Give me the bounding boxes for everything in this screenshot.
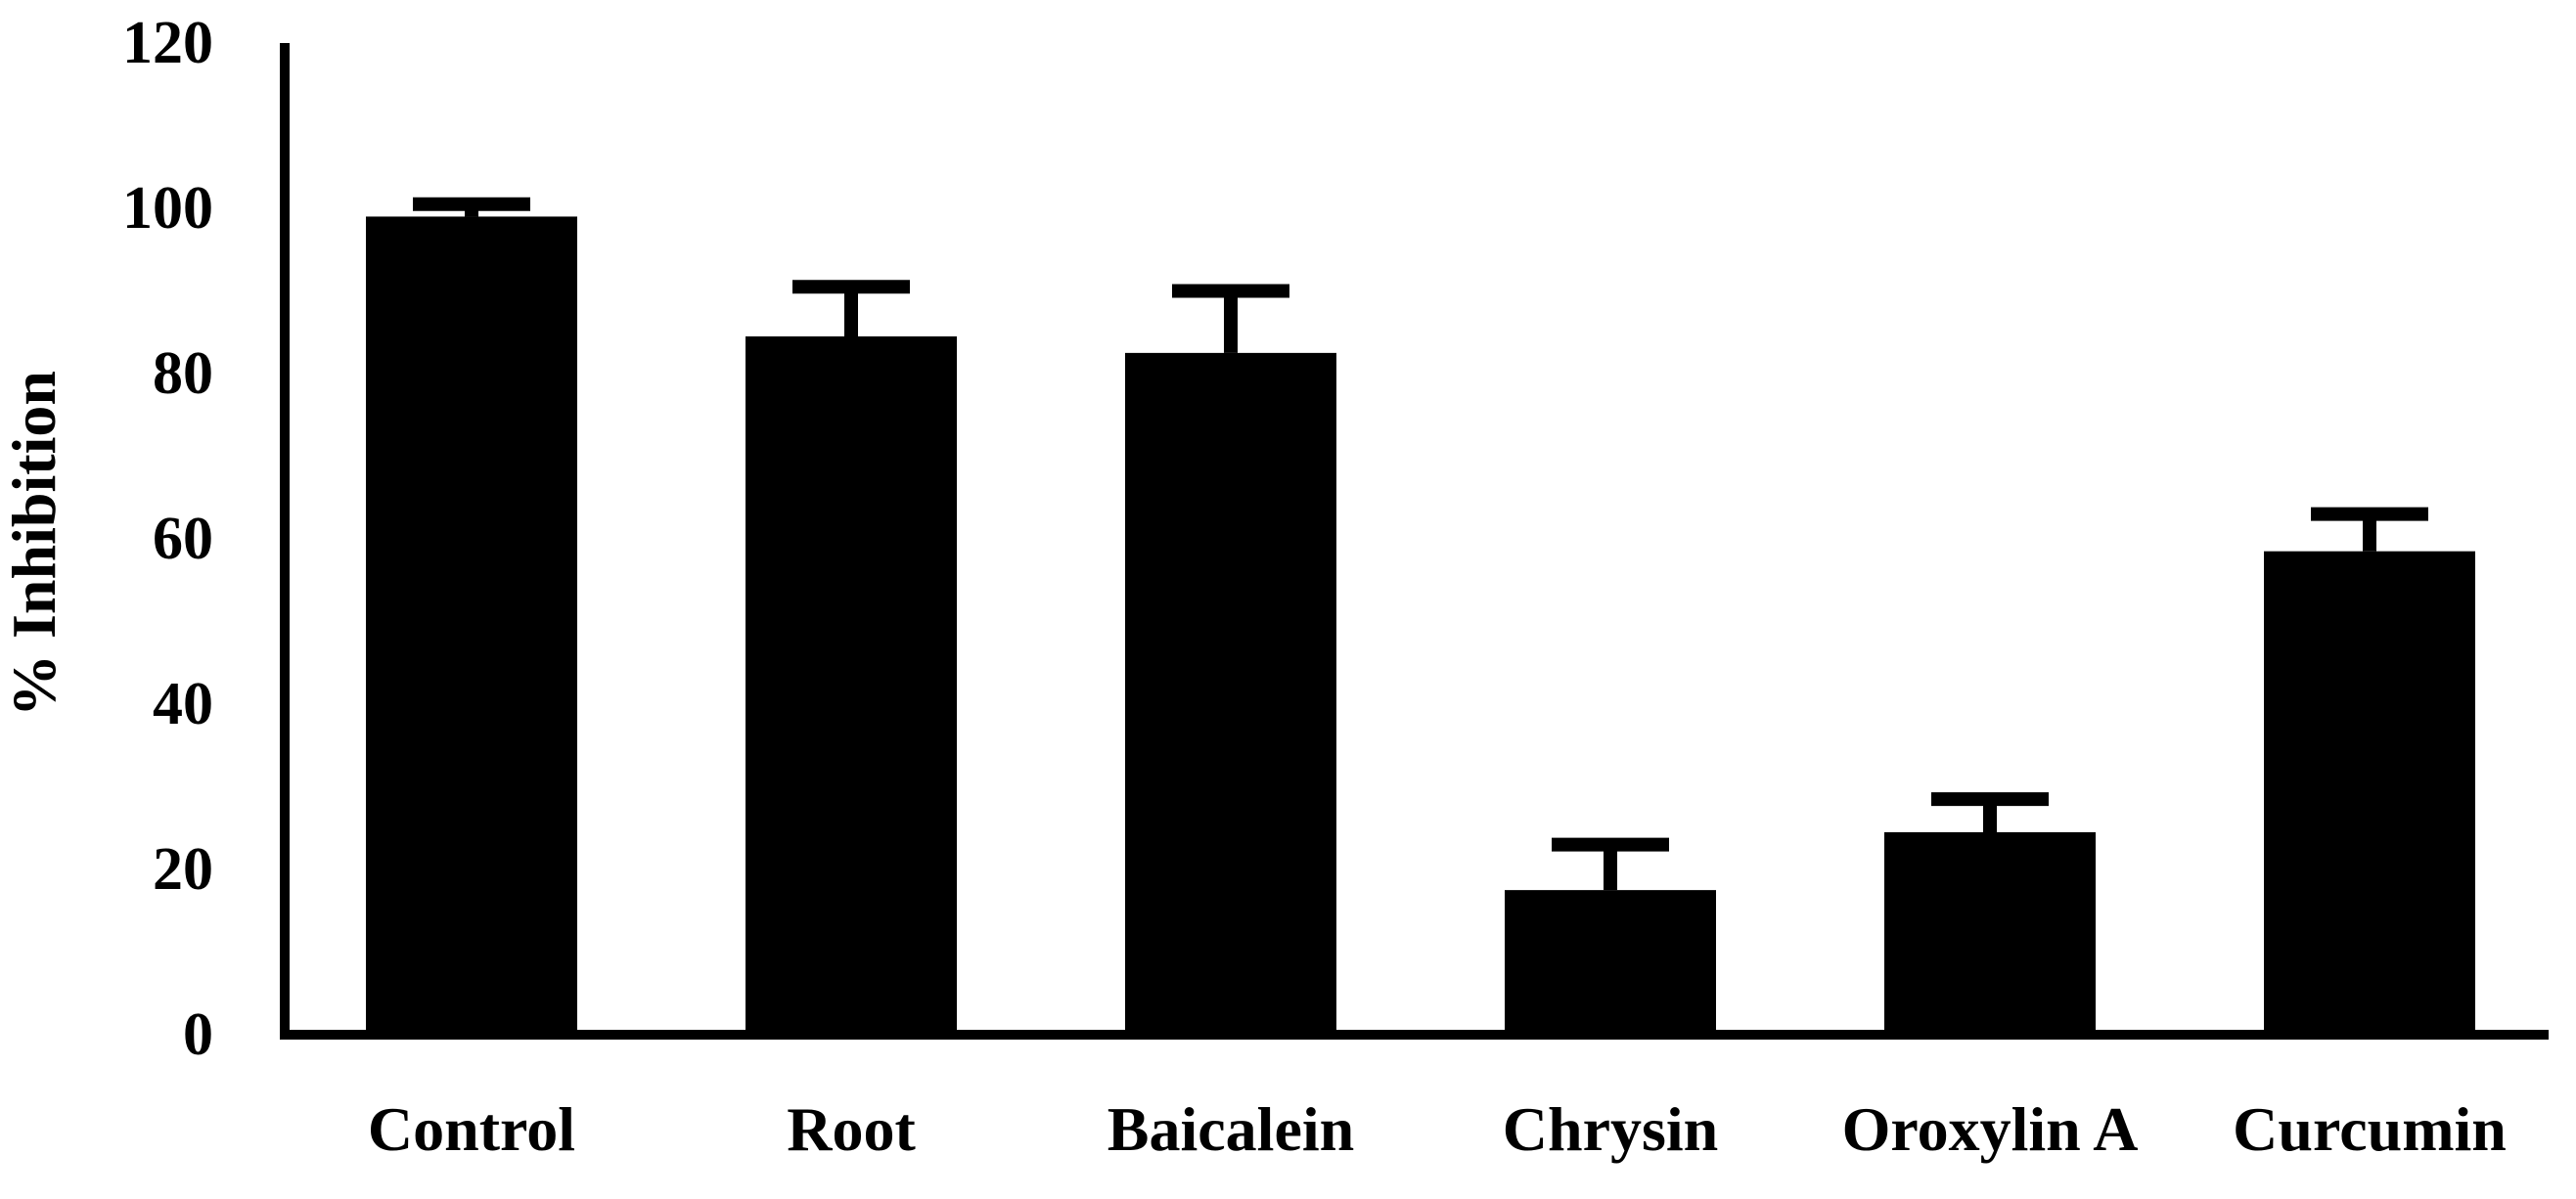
y-tick-label: 20: [153, 836, 213, 903]
error-bar: [792, 280, 910, 336]
y-axis-title: % Inhibition: [0, 371, 68, 717]
x-tick-label: Baicalein: [1107, 1094, 1354, 1164]
axes-layer: [280, 43, 2549, 1040]
error-bars-layer: [413, 197, 2428, 891]
bar-root: [746, 335, 957, 1036]
x-tick-label: Control: [368, 1094, 575, 1164]
error-bar: [413, 197, 530, 217]
x-tick-label: Chrysin: [1503, 1094, 1719, 1164]
y-tick-label: 40: [153, 671, 213, 737]
y-tick-label: 0: [183, 1001, 213, 1068]
y-tick-label: 80: [153, 340, 213, 407]
bar-curcumin: [2264, 551, 2475, 1035]
x-tick-label: Oroxylin A: [1842, 1094, 2139, 1164]
y-tick-label: 100: [122, 175, 213, 242]
bars-layer: [366, 216, 2475, 1036]
y-tick-label: 60: [153, 506, 213, 572]
x-tick-label: Root: [787, 1094, 916, 1164]
error-bar: [1172, 284, 1289, 353]
y-tick-labels: 0 20 40 60 80 100 120: [122, 10, 213, 1068]
y-tick-label: 120: [122, 10, 213, 76]
x-category-labels: Control Root Baicalein Chrysin Oroxylin A Cur…: [368, 1094, 2507, 1164]
x-tick-label: Curcumin: [2233, 1094, 2507, 1164]
bar-baicalein: [1125, 352, 1336, 1035]
error-bar: [1552, 837, 1669, 891]
error-bar: [1931, 792, 2049, 832]
bar-oroxylin-a: [1884, 831, 2096, 1035]
error-bar: [2311, 507, 2428, 552]
bar-control: [366, 216, 577, 1035]
bar-chrysin: [1505, 890, 1716, 1035]
